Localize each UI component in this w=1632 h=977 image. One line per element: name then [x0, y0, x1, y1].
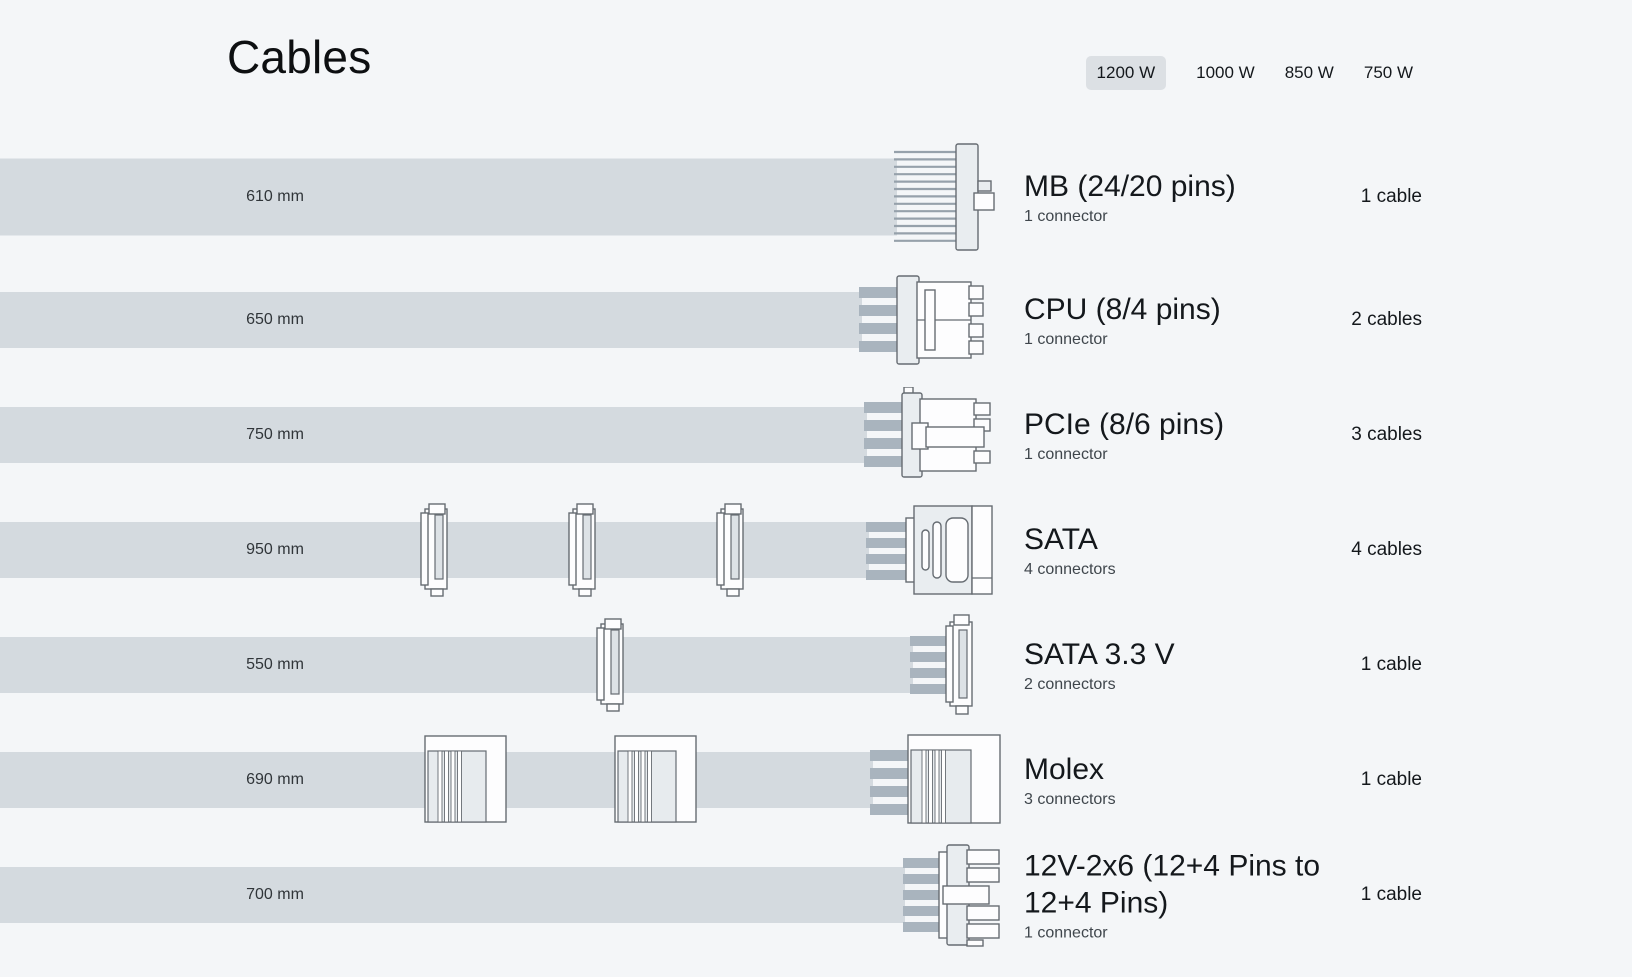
cable-bar — [0, 636, 913, 693]
cable-name: Molex — [1024, 752, 1105, 786]
cable-name: 12V-2x6 (12+4 Pins to 12+4 Pins) — [1024, 849, 1321, 919]
cable-name: PCIe (8/6 pins) — [1024, 407, 1225, 441]
cable-count: 1 cable — [1360, 768, 1422, 790]
cable-row-cpu: 650 mm CPU (8/4 pins) 1 connector 2 cabl… — [0, 262, 1632, 377]
cable-count: 4 cables — [1351, 538, 1422, 560]
cable-info: 12V-2x6 (12+4 Pins to 12+4 Pins) 1 conne… — [1024, 847, 1324, 942]
sata33v-connector-icon — [910, 613, 973, 715]
tab-850w[interactable]: 850 W — [1284, 63, 1334, 82]
cable-length-label: 610 mm — [246, 188, 304, 205]
cable-length-label: 950 mm — [246, 540, 304, 558]
connector-count: 4 connectors — [1024, 560, 1116, 578]
cable-count: 1 cable — [1360, 653, 1422, 675]
page-title: Cables — [227, 31, 372, 83]
cable-row-sata33v: 550 mm SATA 3.3 V 2 connectors 1 cable — [0, 607, 1632, 722]
cable-info: MB (24/20 pins) 1 connector — [1024, 168, 1324, 226]
tab-1000w[interactable]: 1000 W — [1196, 63, 1255, 82]
cable-length-label: 690 mm — [246, 770, 304, 788]
cable-row-12v2x6: 700 mm 12V-2x6 (12+4 Pins to 12+4 Pins) … — [0, 837, 1632, 952]
cable-length-label: 750 mm — [246, 425, 304, 443]
connector-count: 1 connector — [1024, 330, 1108, 348]
molex-connector-icon — [870, 733, 1001, 824]
cable-count: 1 cable — [1360, 883, 1422, 905]
mb-connector-icon — [894, 143, 995, 251]
cpu-connector-icon — [859, 274, 984, 365]
pcie-connector-icon — [864, 386, 991, 478]
cables-list: 610 mm MB (24/20 pins) 1 connector 1 cab… — [0, 132, 1632, 952]
cable-row-molex: 690 mm — [0, 722, 1632, 837]
cable-count: 2 cables — [1351, 308, 1422, 330]
sata-connector-icon — [866, 504, 993, 595]
cable-bar — [0, 291, 862, 348]
cable-length-label: 650 mm — [246, 310, 304, 328]
cable-info: PCIe (8/6 pins) 1 connector — [1024, 406, 1324, 464]
cable-row-pcie: 750 mm PCIe (8/6 pins) 1 connector 3 cab… — [0, 377, 1632, 492]
connector-count: 3 connectors — [1024, 790, 1116, 808]
cable-bar — [0, 158, 897, 236]
cable-name: CPU (8/4 pins) — [1024, 292, 1221, 326]
cable-info: CPU (8/4 pins) 1 connector — [1024, 291, 1324, 349]
connector-count: 2 connectors — [1024, 675, 1116, 693]
sata-inline-connector-icon — [420, 502, 448, 597]
cable-row-sata: 950 mm — [0, 492, 1632, 607]
molex-inline-connector-icon — [614, 734, 697, 823]
sata-inline-connector-icon — [568, 502, 596, 597]
cable-length-label: 700 mm — [246, 885, 304, 903]
cable-count: 1 cable — [1360, 186, 1422, 207]
cable-bar — [0, 406, 867, 463]
tab-750w[interactable]: 750 W — [1363, 63, 1413, 82]
connector-count: 1 connector — [1024, 445, 1108, 463]
molex-inline-connector-icon — [424, 734, 507, 823]
tab-1200w[interactable]: 1200 W — [1085, 56, 1167, 90]
cable-info: SATA 3.3 V 2 connectors — [1024, 636, 1324, 694]
cable-info: Molex 3 connectors — [1024, 751, 1324, 809]
cable-bar — [0, 866, 905, 923]
cable-row-mb: 610 mm MB (24/20 pins) 1 connector 1 cab… — [0, 132, 1632, 262]
cable-name: SATA — [1024, 522, 1098, 556]
cable-name: SATA 3.3 V — [1024, 637, 1175, 671]
sata-inline-connector-icon — [716, 502, 744, 597]
sata-inline-connector-icon — [596, 617, 624, 712]
connector-12v-2x6-icon — [903, 843, 1000, 947]
cable-length-label: 550 mm — [246, 655, 304, 673]
cable-name: MB (24/20 pins) — [1024, 170, 1236, 203]
wattage-tabs: 1200 W 1000 W 850 W 750 W — [1085, 56, 1413, 90]
cable-count: 3 cables — [1351, 423, 1422, 445]
connector-count: 1 connector — [1024, 924, 1108, 941]
cable-info: SATA 4 connectors — [1024, 521, 1324, 579]
connector-count: 1 connector — [1024, 208, 1108, 225]
